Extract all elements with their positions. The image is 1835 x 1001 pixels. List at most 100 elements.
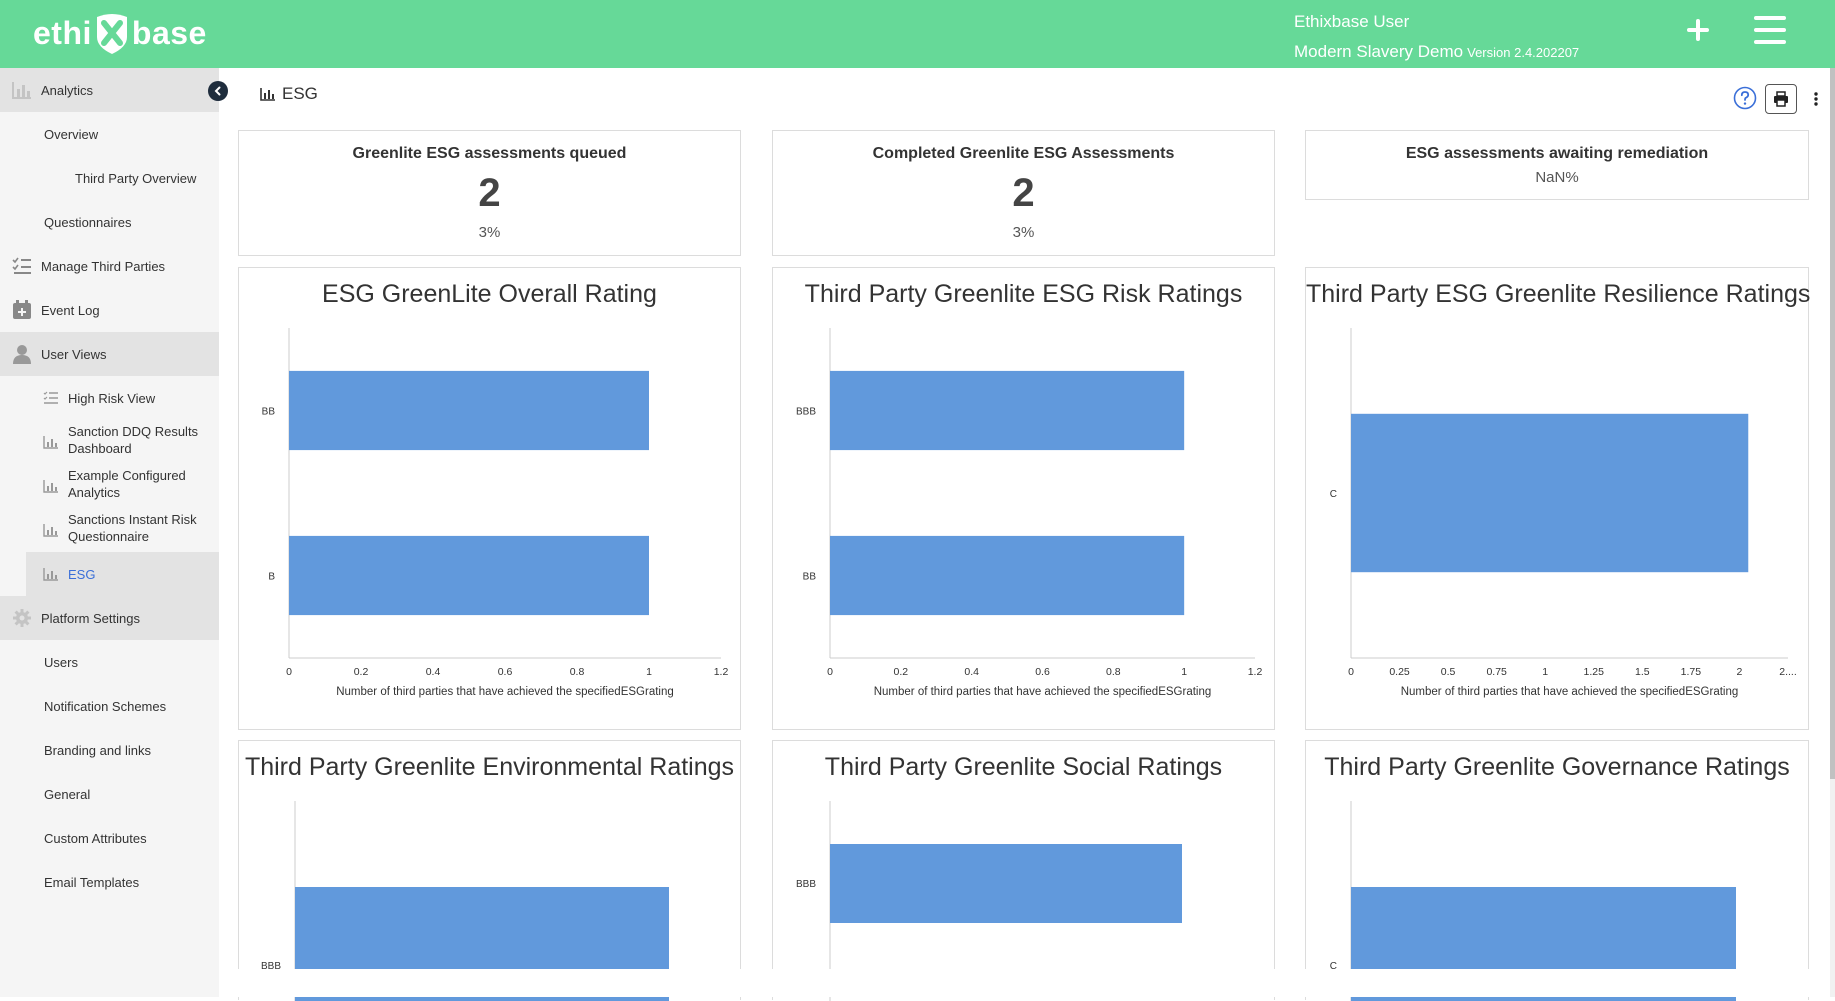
sidebar-item-notification-schemes[interactable]: Notification Schemes [0, 684, 219, 728]
chart-card-risk-ratings: Third Party Greenlite ESG Risk Ratings B… [772, 267, 1275, 730]
chart-title: ESG GreenLite Overall Rating [322, 280, 657, 308]
sidebar-item-high-risk-view[interactable]: High Risk View [0, 376, 219, 420]
x-tick-label: 1 [1542, 666, 1548, 678]
x-tick-label: 0.6 [498, 666, 513, 678]
sidebar: Analytics Overview Third Party Overview … [0, 68, 219, 997]
user-info[interactable]: Ethixbase User Modern Slavery Demo Versio… [1294, 12, 1579, 62]
sidebar-item-label: High Risk View [68, 390, 156, 406]
chart-title: Third Party Greenlite Environmental Rati… [244, 753, 735, 781]
label-line: Dashboard [68, 441, 132, 456]
print-button[interactable] [1765, 84, 1797, 114]
x-tick-label: 0.6 [1035, 666, 1050, 678]
sidebar-item-label: Branding and links [44, 742, 151, 758]
x-tick-label: 1.25 [1584, 666, 1605, 678]
top-header: ethi base Ethixbase User Modern Slavery … [0, 0, 1835, 68]
sidebar-item-label: ESG [68, 566, 96, 582]
kpi-title: ESG assessments awaiting remediation [1405, 145, 1709, 162]
label-line: Analytics [68, 485, 121, 500]
logo-text-right: base [131, 14, 207, 51]
sidebar-item-example-configured-analytics[interactable]: Example Configured Analytics [0, 464, 219, 508]
x-tick-label: 0.8 [1106, 666, 1121, 678]
x-axis-label: Number of third parties that have achiev… [336, 686, 674, 698]
chart-card-resilience-ratings: Third Party ESG Greenlite Resilience Rat… [1305, 267, 1811, 730]
sidebar-item-label: General [44, 786, 91, 802]
chart-title: Third Party Greenlite Social Ratings [824, 753, 1223, 781]
org-name-line: Modern Slavery Demo Version 2.4.202207 [1294, 42, 1579, 62]
sidebar-item-manage-third-parties[interactable]: Manage Third Parties [0, 244, 219, 288]
sidebar-item-custom-attributes[interactable]: Custom Attributes [0, 816, 219, 860]
sidebar-item-label: Platform Settings [41, 610, 140, 626]
sidebar-item-email-templates[interactable]: Email Templates [0, 860, 219, 904]
chart-title: Third Party Greenlite Governance Ratings [1324, 753, 1790, 781]
sidebar-item-esg[interactable]: ESG [26, 552, 219, 596]
y-tick-label: BB [803, 572, 817, 583]
x-tick-label: 0 [286, 666, 292, 678]
chart-title: Third Party Greenlite ESG Risk Ratings [804, 280, 1243, 308]
sidebar-item-users[interactable]: Users [0, 640, 219, 684]
sidebar-item-label: Manage Third Parties [41, 258, 166, 274]
sidebar-item-sanction-ddq-results-dashboard[interactable]: Sanction DDQ Results Dashboard [0, 420, 219, 464]
logo-x-icon [96, 14, 127, 54]
bar-chart: C 0 0.25 0.5 0.75 1 1.25 1.5 1.75 2 2.... Number of… [1330, 328, 1797, 698]
page-title: ESG [260, 84, 318, 104]
y-tick-label: BBB [261, 961, 281, 972]
sidebar-item-branding-and-links[interactable]: Branding and links [0, 728, 219, 772]
help-icon[interactable] [1733, 86, 1757, 110]
kpi-card-queued: Greenlite ESG assessments queued 2 3% [238, 130, 741, 256]
sidebar-item-label: User Views [41, 346, 107, 362]
sidebar-item-label: Questionnaires [44, 214, 132, 230]
bar[interactable] [1351, 413, 1749, 573]
scrollbar-thumb[interactable] [1830, 68, 1835, 779]
bar[interactable] [830, 844, 1182, 923]
sidebar-item-event-log[interactable]: Event Log [0, 288, 219, 332]
label-line: Sanctions Instant Risk [68, 512, 197, 527]
x-tick-label: 1.75 [1681, 666, 1702, 678]
x-tick-label: 0.75 [1486, 666, 1507, 678]
bar-chart-icon [43, 567, 59, 581]
gear-icon [11, 607, 33, 629]
sidebar-item-sanctions-instant-risk-questionnaire[interactable]: Sanctions Instant Risk Questionnaire [0, 508, 219, 552]
more-options-icon[interactable] [1810, 88, 1822, 110]
page-title-text: ESG [282, 84, 318, 103]
label-line: Questionnaire [68, 529, 149, 544]
plus-icon[interactable] [1680, 12, 1716, 48]
bar-chart: BBB [796, 801, 1182, 1001]
sidebar-item-platform-settings[interactable]: Platform Settings [0, 596, 219, 640]
list-icon [43, 391, 59, 405]
chevron-left-icon [214, 86, 221, 96]
y-tick-label: BB [262, 407, 276, 418]
x-tick-label: 1.2 [714, 666, 729, 678]
y-tick-label: B [268, 572, 275, 583]
bar-chart-icon [43, 479, 59, 493]
kpi-card-completed: Completed Greenlite ESG Assessments 2 3% [772, 130, 1275, 256]
sidebar-item-user-views[interactable]: User Views [0, 332, 219, 376]
list-icon [11, 255, 33, 277]
chart-card-social-ratings: Third Party Greenlite Social Ratings BBB [772, 740, 1275, 1001]
sidebar-item-third-party-overview[interactable]: Third Party Overview [0, 156, 219, 200]
sidebar-item-label: Custom Attributes [44, 830, 147, 846]
x-tick-label: 1 [646, 666, 652, 678]
bar[interactable] [830, 535, 1185, 616]
ethixbase-logo[interactable]: ethi base [33, 10, 207, 56]
kpi-title: Completed Greenlite ESG Assessments [872, 145, 1175, 162]
bar[interactable] [289, 535, 649, 616]
label-line: Example Configured [68, 468, 186, 483]
sidebar-item-label: Sanction DDQ Results Dashboard [68, 423, 198, 457]
bar-chart-icon [43, 523, 59, 537]
user-icon [11, 343, 33, 365]
sidebar-item-questionnaires[interactable]: Questionnaires [0, 200, 219, 244]
x-tick-label: 1.2 [1248, 666, 1263, 678]
chart-title: Third Party ESG Greenlite Resilience Rat… [1306, 280, 1811, 308]
version-label: Version 2.4.202207 [1467, 45, 1580, 60]
sidebar-item-analytics[interactable]: Analytics [0, 68, 219, 112]
sidebar-collapse-button[interactable] [208, 81, 228, 101]
x-tick-label: 1.5 [1635, 666, 1650, 678]
sidebar-item-general[interactable]: General [0, 772, 219, 816]
bar[interactable] [289, 370, 649, 451]
kpi-percentage: NaN% [1535, 169, 1579, 186]
sidebar-item-label: Third Party Overview [75, 170, 197, 186]
bar[interactable] [830, 370, 1185, 451]
hamburger-menu-icon[interactable] [1752, 12, 1788, 48]
sidebar-item-overview[interactable]: Overview [0, 112, 219, 156]
